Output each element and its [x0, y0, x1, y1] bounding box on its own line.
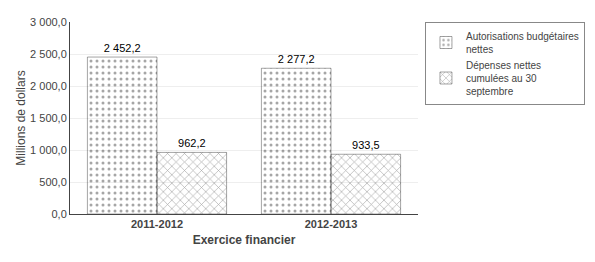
- svg-text:2011-2012: 2011-2012: [131, 218, 183, 230]
- svg-text:2 277,2: 2 277,2: [278, 53, 315, 65]
- svg-text:500,0: 500,0: [39, 176, 67, 188]
- svg-text:Dépenses nettescumulées au 30s: Dépenses nettescumulées au 30septembre: [466, 60, 541, 97]
- svg-text:1 500,0: 1 500,0: [30, 112, 67, 124]
- svg-text:933,5: 933,5: [352, 139, 380, 151]
- svg-text:2 000,0: 2 000,0: [30, 80, 67, 92]
- svg-text:962,2: 962,2: [178, 137, 206, 149]
- svg-text:2 500,0: 2 500,0: [30, 48, 67, 60]
- svg-text:Autorisations budgétairesnette: Autorisations budgétairesnettes: [466, 31, 579, 55]
- svg-text:1 000,0: 1 000,0: [30, 144, 67, 156]
- svg-text:2012-2013: 2012-2013: [305, 218, 358, 230]
- svg-text:0,0: 0,0: [52, 208, 67, 220]
- svg-text:Exercice financier: Exercice financier: [193, 233, 296, 247]
- svg-text:3 000,0: 3 000,0: [30, 16, 67, 28]
- svg-text:2 452,2: 2 452,2: [104, 42, 141, 54]
- svg-text:Millions de dollars: Millions de dollars: [14, 70, 28, 165]
